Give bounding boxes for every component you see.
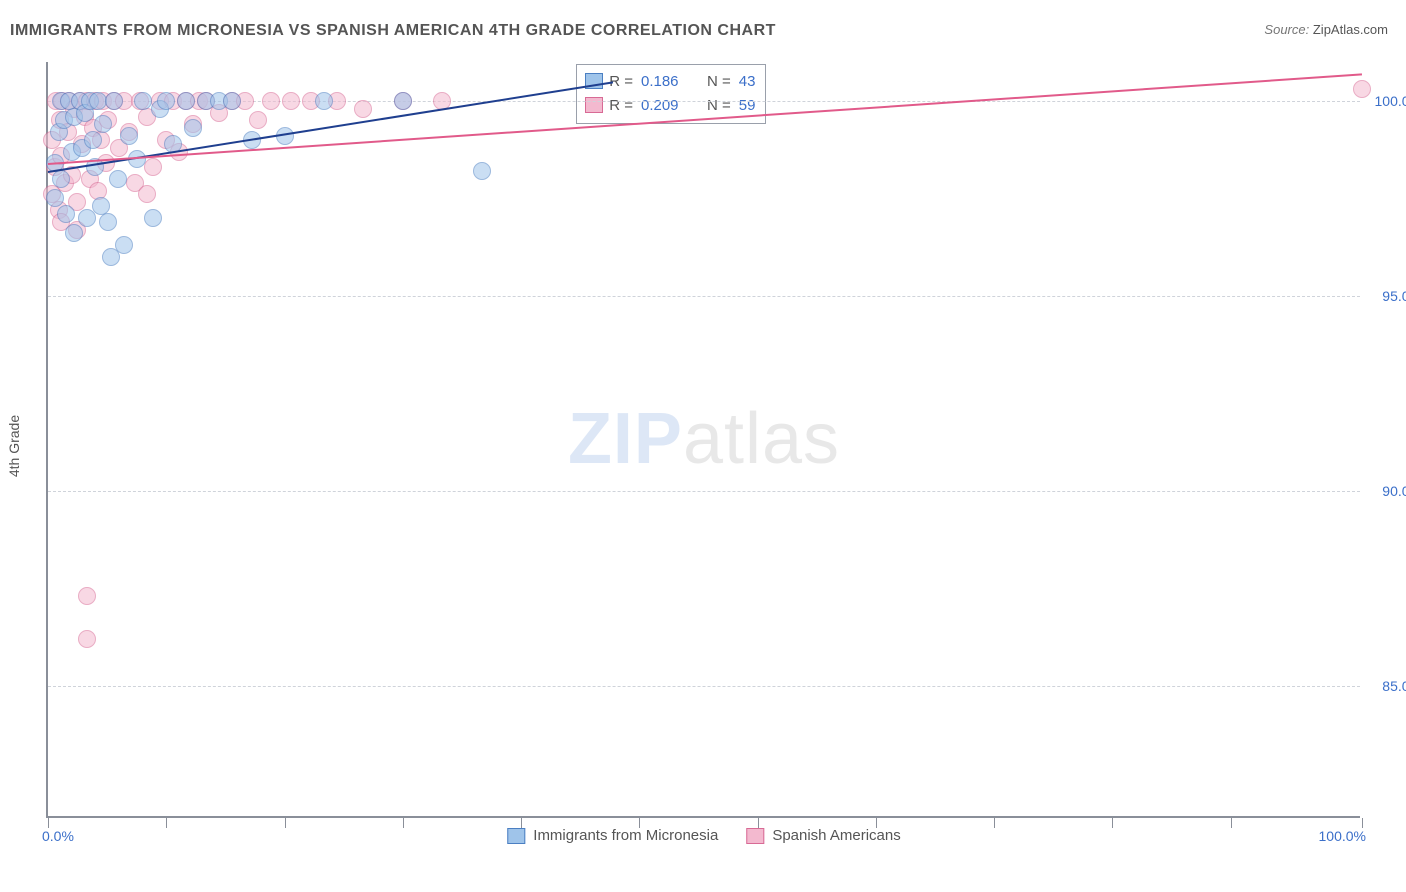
x-tick: [285, 818, 286, 828]
bottom-legend-label-spanish: Spanish Americans: [772, 827, 900, 844]
data-point-micronesia: [134, 92, 152, 110]
y-tick-label: 85.0%: [1366, 678, 1406, 694]
legend-r-label: R =: [609, 97, 633, 114]
watermark-zip: ZIP: [568, 399, 683, 479]
data-point-micronesia: [120, 127, 138, 145]
bottom-legend-label-micronesia: Immigrants from Micronesia: [533, 827, 718, 844]
x-tick: [403, 818, 404, 828]
data-point-spanish: [138, 185, 156, 203]
x-tick: [1362, 818, 1363, 828]
y-tick-label: 95.0%: [1366, 288, 1406, 304]
bottom-legend-item-micronesia: Immigrants from Micronesia: [507, 827, 718, 844]
bottom-legend-swatch-spanish: [746, 828, 764, 844]
x-tick: [1112, 818, 1113, 828]
data-point-micronesia: [94, 115, 112, 133]
data-point-spanish: [78, 630, 96, 648]
legend-n-value-spanish: 59: [739, 97, 756, 114]
data-point-micronesia: [144, 209, 162, 227]
legend-n-value-micronesia: 43: [739, 73, 756, 90]
watermark: ZIPatlas: [568, 398, 840, 480]
data-point-spanish: [282, 92, 300, 110]
data-point-micronesia: [473, 162, 491, 180]
x-tick: [48, 818, 49, 828]
gridline-h: [48, 296, 1360, 297]
data-point-micronesia: [315, 92, 333, 110]
y-axis-title: 4th Grade: [6, 415, 22, 477]
data-point-micronesia: [65, 224, 83, 242]
bottom-legend-swatch-micronesia: [507, 828, 525, 844]
x-axis-min-label: 0.0%: [42, 828, 74, 844]
legend-r-value-micronesia: 0.186: [641, 73, 693, 90]
x-tick: [166, 818, 167, 828]
chart-title: IMMIGRANTS FROM MICRONESIA VS SPANISH AM…: [10, 22, 776, 40]
x-tick: [639, 818, 640, 828]
watermark-atlas: atlas: [683, 399, 840, 479]
legend-swatch-spanish: [585, 97, 603, 113]
x-tick: [876, 818, 877, 828]
source-attribution: Source: ZipAtlas.com: [1264, 22, 1388, 37]
data-point-micronesia: [57, 205, 75, 223]
data-point-micronesia: [157, 92, 175, 110]
data-point-micronesia: [52, 170, 70, 188]
x-tick: [758, 818, 759, 828]
data-point-spanish: [78, 587, 96, 605]
legend-row-spanish: R = 0.209 N = 59: [585, 93, 755, 117]
data-point-micronesia: [177, 92, 195, 110]
bottom-legend-item-spanish: Spanish Americans: [746, 827, 900, 844]
data-point-spanish: [144, 158, 162, 176]
y-tick-label: 90.0%: [1366, 483, 1406, 499]
data-point-micronesia: [223, 92, 241, 110]
x-axis-max-label: 100.0%: [1319, 828, 1366, 844]
x-tick: [521, 818, 522, 828]
data-point-micronesia: [99, 213, 117, 231]
y-tick-label: 100.0%: [1366, 93, 1406, 109]
x-tick: [1231, 818, 1232, 828]
data-point-spanish: [262, 92, 280, 110]
data-point-micronesia: [109, 170, 127, 188]
data-point-micronesia: [184, 119, 202, 137]
legend-n-label: N =: [707, 73, 731, 90]
source-label: Source:: [1264, 22, 1309, 37]
data-point-spanish: [1353, 80, 1371, 98]
data-point-spanish: [354, 100, 372, 118]
series-legend: Immigrants from Micronesia Spanish Americ…: [507, 827, 900, 844]
plot-area: ZIPatlas 0.0% 100.0% R =0.186N =43R =0.2…: [46, 62, 1360, 818]
legend-n-label: N =: [707, 97, 731, 114]
x-tick: [994, 818, 995, 828]
gridline-h: [48, 491, 1360, 492]
data-point-micronesia: [105, 92, 123, 110]
data-point-spanish: [249, 111, 267, 129]
data-point-micronesia: [394, 92, 412, 110]
data-point-micronesia: [46, 189, 64, 207]
gridline-h: [48, 686, 1360, 687]
data-point-micronesia: [84, 131, 102, 149]
data-point-micronesia: [102, 248, 120, 266]
source-value: ZipAtlas.com: [1313, 22, 1388, 37]
legend-r-value-spanish: 0.209: [641, 97, 693, 114]
